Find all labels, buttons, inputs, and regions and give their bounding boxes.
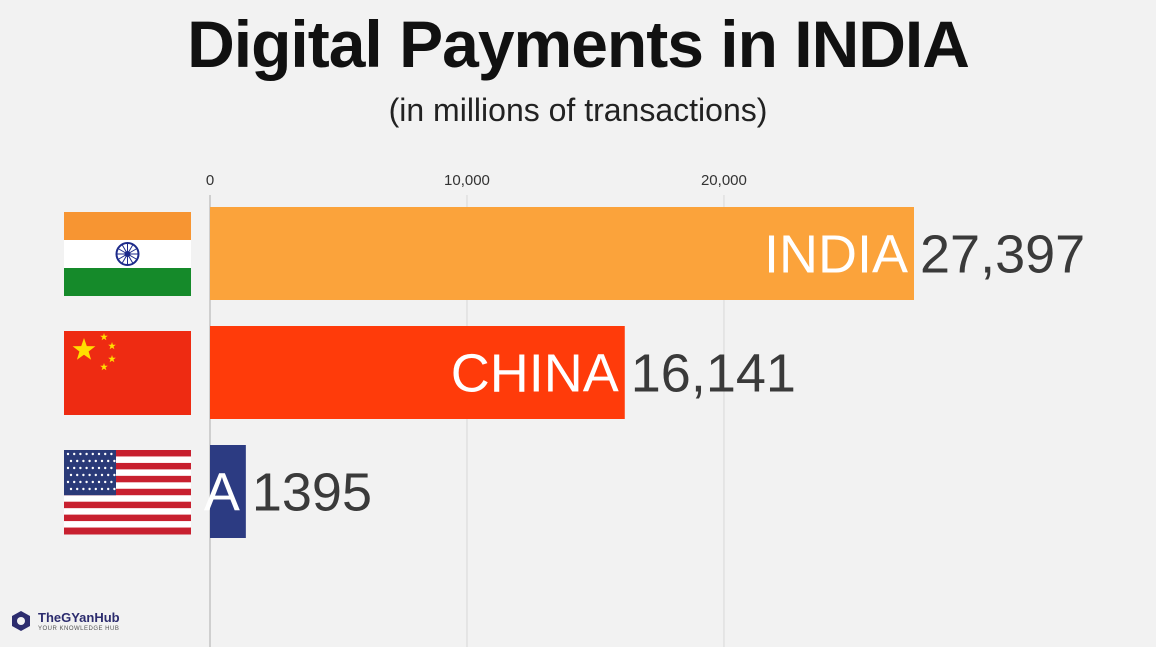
india-flag bbox=[64, 212, 191, 296]
gyanhub-logo-icon bbox=[12, 611, 30, 631]
usa-flag bbox=[64, 450, 191, 535]
watermark-name: TheGYanHub bbox=[38, 609, 120, 625]
bar-value-label: 16,141 bbox=[631, 344, 796, 404]
chart-title: Digital Payments in INDIA bbox=[187, 7, 970, 81]
china-flag bbox=[64, 331, 191, 415]
bar-value-label: 1395 bbox=[252, 463, 372, 523]
bar bbox=[210, 445, 246, 538]
chart-subtitle: (in millions of transactions) bbox=[388, 92, 768, 128]
x-tick-label: 0 bbox=[206, 172, 214, 189]
bar-value-label: 27,397 bbox=[920, 225, 1085, 285]
bar-category-label: A bbox=[204, 463, 240, 523]
bar bbox=[210, 207, 914, 300]
watermark-logo: TheGYanHub YOUR KNOWLEDGE HUB bbox=[10, 610, 120, 632]
x-tick-label: 20,000 bbox=[701, 172, 747, 189]
watermark-tagline: YOUR KNOWLEDGE HUB bbox=[38, 625, 120, 632]
bar-category-label: INDIA bbox=[764, 225, 908, 285]
bar bbox=[210, 326, 625, 419]
x-tick-label: 10,000 bbox=[444, 172, 490, 189]
bar-category-label: CHINA bbox=[451, 344, 619, 404]
